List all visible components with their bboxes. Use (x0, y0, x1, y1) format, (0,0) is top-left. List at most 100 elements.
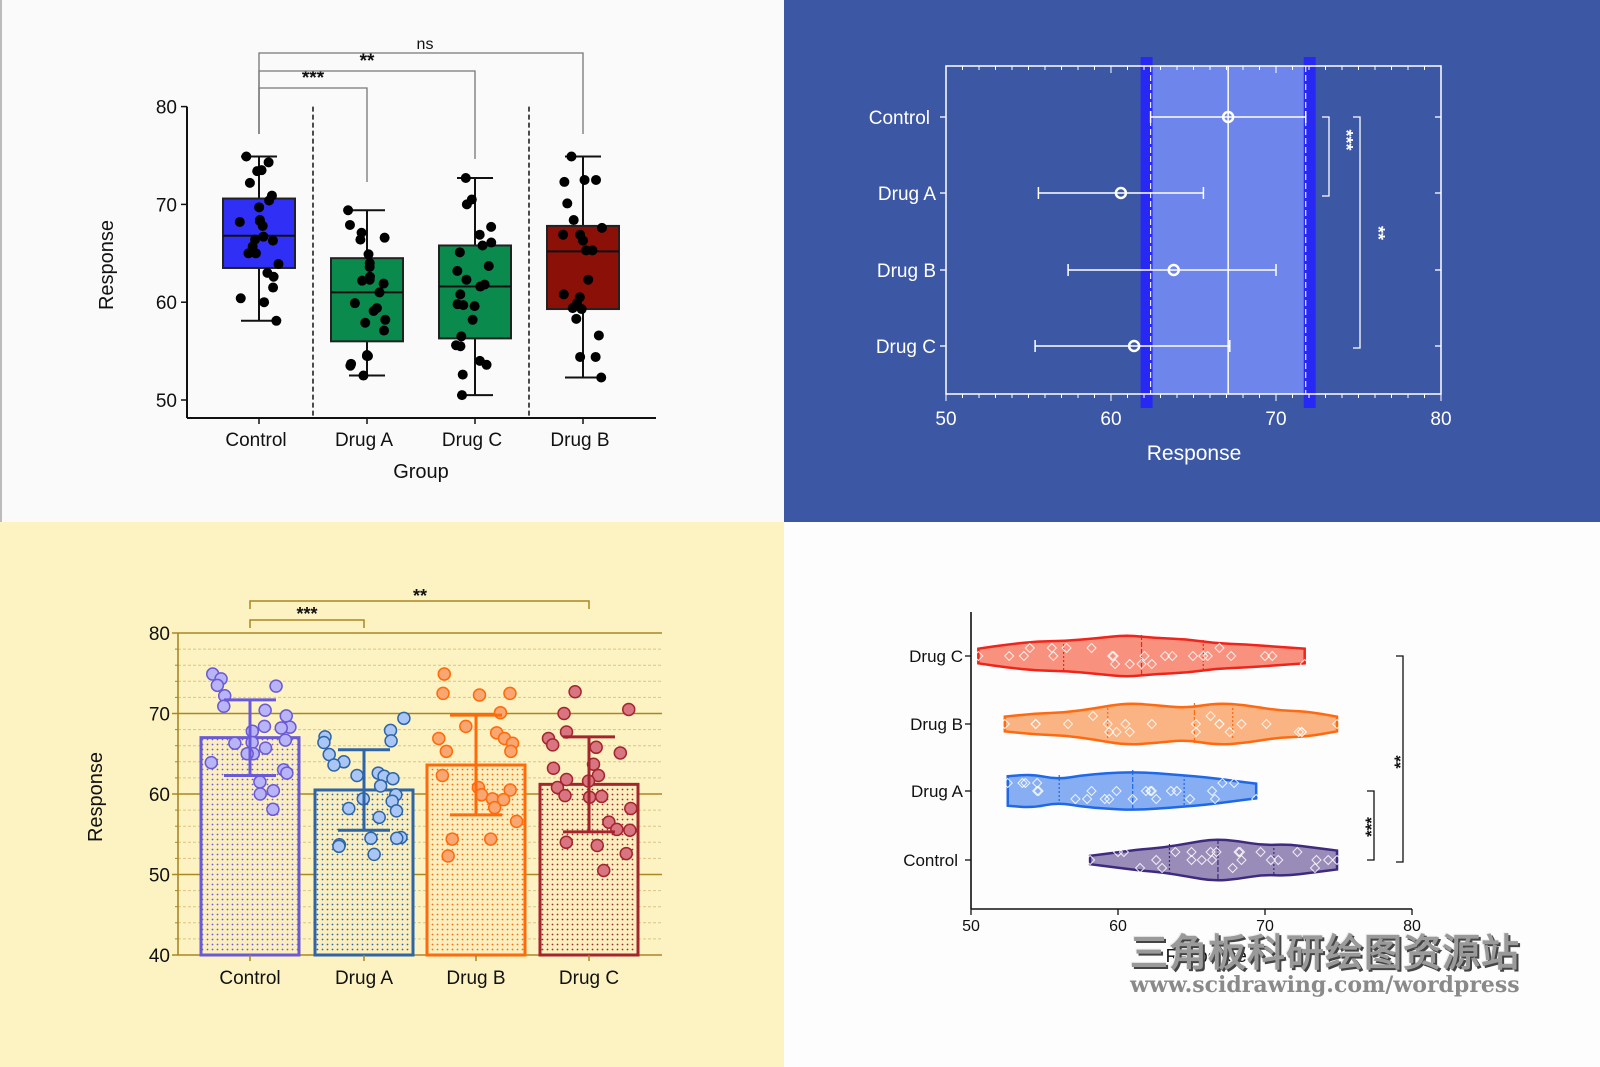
data-point (1267, 650, 1278, 662)
data-point (1323, 854, 1334, 866)
mean-marker (1221, 110, 1235, 124)
data-point (1198, 650, 1209, 662)
x-tick-label: 70 (1265, 409, 1286, 430)
data-point (557, 706, 571, 721)
data-point (467, 314, 478, 325)
y-tick-label: 70 (156, 195, 177, 216)
data-point (590, 838, 604, 853)
data-point (217, 699, 231, 714)
data-point (345, 360, 356, 371)
data-point (384, 734, 398, 748)
y-tick-label: Control (903, 851, 958, 870)
x-axis-label: Group (393, 461, 449, 483)
data-point (1031, 785, 1043, 797)
data-point (1017, 777, 1028, 789)
data-point (486, 237, 497, 248)
y-tick-label: 80 (149, 624, 170, 645)
data-point (1140, 785, 1152, 797)
x-tick-label: Drug C (442, 430, 502, 451)
y-tick-label: 60 (156, 293, 177, 314)
data-point (258, 741, 273, 755)
y-tick-label: Control (869, 108, 930, 129)
data-point (568, 685, 582, 699)
x-tick-label: 50 (935, 409, 956, 430)
data-point (1186, 854, 1197, 866)
data-point (455, 341, 466, 352)
significance-bracket (249, 619, 365, 628)
data-point (1214, 642, 1225, 654)
band-edge-left (1140, 57, 1153, 408)
data-point (455, 289, 466, 300)
significance-label: ns (417, 36, 434, 53)
y-tick-label: 80 (156, 98, 177, 119)
data-point (279, 709, 294, 723)
data-point (562, 198, 573, 209)
data-point (1206, 854, 1218, 866)
data-point (1081, 793, 1093, 805)
data-point (317, 735, 331, 750)
data-point (1227, 862, 1238, 874)
data-point (254, 202, 265, 213)
violin-chart: 50 60 70 80 Response Drug C Drug B Drug A Contro… (903, 612, 1421, 966)
data-point (258, 231, 269, 242)
data-point (503, 686, 517, 701)
data-point (264, 195, 275, 206)
y-tick-label: 70 (149, 705, 170, 726)
data-point (487, 800, 502, 815)
data-point (454, 247, 465, 258)
violin (1088, 838, 1339, 882)
data-point (486, 221, 497, 232)
data-point (1103, 726, 1115, 738)
data-point (437, 667, 452, 681)
x-tick-label: Drug A (335, 968, 393, 989)
data-point (1062, 718, 1074, 730)
data-point (1265, 854, 1277, 866)
y-tick-label: 60 (149, 785, 170, 806)
data-point (472, 688, 487, 702)
watermark-title: 三角板科研绘图资源站 (1130, 930, 1521, 975)
data-point (1293, 726, 1305, 738)
data-point (1061, 642, 1072, 654)
data-point (503, 783, 517, 797)
data-point (259, 297, 270, 308)
data-point (1233, 846, 1244, 858)
data-point (1190, 718, 1202, 730)
data-point (439, 744, 454, 759)
data-point (268, 282, 279, 293)
x-tick-label: 50 (962, 918, 980, 935)
data-point (280, 766, 294, 780)
data-point (973, 650, 984, 662)
data-point (253, 775, 267, 789)
data-point (596, 863, 611, 878)
data-point (358, 370, 369, 381)
data-point (456, 331, 467, 342)
data-point (1156, 862, 1168, 874)
data-point (583, 274, 594, 285)
x-axis-label: Response (1166, 946, 1247, 966)
data-point (1190, 726, 1202, 738)
data-point (558, 229, 569, 240)
data-point (1024, 642, 1036, 654)
data-point (579, 174, 590, 185)
significance-bracket (249, 600, 590, 609)
data-point (610, 822, 624, 837)
data-point (1111, 785, 1122, 797)
y-tick-label: Drug C (876, 337, 936, 358)
data-point (1273, 854, 1284, 866)
data-point (436, 686, 450, 701)
data-point (457, 390, 468, 401)
box (438, 244, 512, 340)
data-point (373, 779, 388, 793)
forest-plot-chart: 50 60 70 80 Response Control Drug A Drug B Drug … (869, 57, 1452, 465)
data-point (504, 744, 518, 759)
data-point (475, 281, 486, 292)
data-point (1186, 846, 1197, 858)
data-point (1167, 650, 1178, 662)
data-point (1136, 658, 1147, 670)
significance-bracket (1353, 116, 1361, 349)
data-point (1146, 718, 1158, 730)
significance-bracket (1367, 790, 1375, 861)
x-tick-label: 80 (1430, 409, 1451, 430)
data-point (258, 703, 272, 718)
data-point (469, 301, 480, 312)
